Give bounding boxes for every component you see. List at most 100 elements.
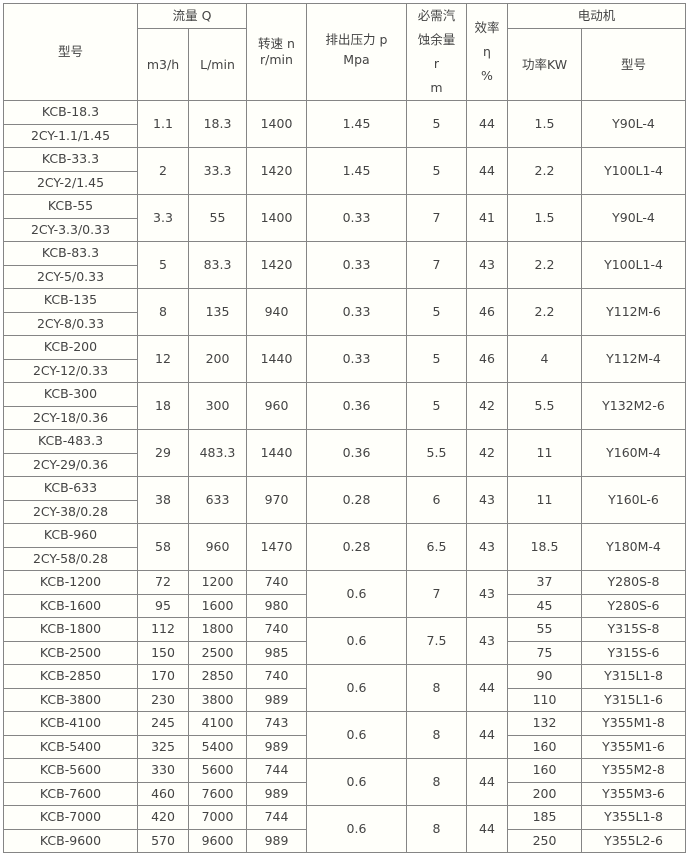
header-efficiency: 效率 η% (466, 3, 508, 101)
pressure-cell: 0.28 (306, 523, 407, 571)
efficiency-cell: 46 (466, 335, 508, 383)
motor-model-cell: Y355L1-8 (581, 805, 686, 830)
flow-m3h-cell: 150 (137, 640, 189, 665)
model-cell: KCB-1800 (3, 617, 138, 642)
table-row: 2CY-29/0.36 (3, 452, 686, 477)
table-row: 2CY-38/0.28 (3, 499, 686, 524)
flow-m3h-cell: 112 (137, 617, 189, 642)
flow-m3h-cell: 245 (137, 711, 189, 736)
flow-m3h-cell: 29 (137, 429, 189, 477)
motor-model-cell: Y315L1-6 (581, 687, 686, 712)
efficiency-cell: 44 (466, 711, 508, 759)
flow-lmin-cell: 7000 (188, 805, 247, 830)
speed-cell: 1440 (246, 429, 307, 477)
header-pressure: 排出压力 p Mpa (306, 3, 407, 101)
model-cell: KCB-18.3 (3, 100, 138, 125)
npsh-cell: 5 (406, 100, 467, 148)
flow-lmin-cell: 2500 (188, 640, 247, 665)
model-cell: KCB-200 (3, 335, 138, 360)
table-row: KCB-1200 72 1200 740 0.6 7 43 37 Y280S-8 (3, 570, 686, 618)
flow-lmin-cell: 135 (188, 288, 247, 336)
table-row: 2CY-5/0.33 (3, 264, 686, 289)
table-row: KCB-1800 112 1800 740 0.6 7.5 43 55 Y315S-8 (3, 617, 686, 665)
flow-m3h-cell: 170 (137, 664, 189, 689)
model-cell: KCB-7000 (3, 805, 138, 830)
motor-model-cell: Y112M-6 (581, 288, 686, 336)
model-cell: 2CY-3.3/0.33 (3, 217, 138, 242)
model-cell: 2CY-1.1/1.45 (3, 123, 138, 148)
table-row: 2CY-8/0.33 (3, 311, 686, 336)
motor-model-cell: Y315S-8 (581, 617, 686, 642)
table-row: KCB-633 38 633 970 0.28 6 43 11 Y160L-6 (3, 476, 686, 524)
flow-lmin-cell: 960 (188, 523, 247, 571)
pressure-cell: 0.6 (306, 805, 407, 853)
flow-lmin-cell: 7600 (188, 781, 247, 806)
efficiency-cell: 41 (466, 194, 508, 242)
pressure-cell: 1.45 (306, 147, 407, 195)
table-row: 2CY-12/0.33 (3, 358, 686, 383)
header-flow-lmin: L/min (188, 28, 247, 101)
npsh-cell: 7 (406, 570, 467, 618)
motor-power-cell: 18.5 (507, 523, 582, 571)
motor-power-cell: 75 (507, 640, 582, 665)
table-row: KCB-483.3 29 483.3 1440 0.36 5.5 42 11 Y160M-4 (3, 429, 686, 477)
efficiency-cell: 44 (466, 100, 508, 148)
motor-power-cell: 2.2 (507, 288, 582, 336)
motor-power-cell: 185 (507, 805, 582, 830)
model-cell: KCB-5600 (3, 758, 138, 783)
efficiency-cell: 46 (466, 288, 508, 336)
table-row: KCB-135 8 135 940 0.33 5 46 2.2 Y112M-6 (3, 288, 686, 336)
npsh-cell: 7 (406, 241, 467, 289)
motor-model-cell: Y160M-4 (581, 429, 686, 477)
speed-cell: 980 (246, 593, 307, 618)
motor-model-cell: Y100L1-4 (581, 147, 686, 195)
motor-model-cell: Y315L1-8 (581, 664, 686, 689)
speed-cell: 740 (246, 664, 307, 689)
flow-m3h-cell: 2 (137, 147, 189, 195)
motor-power-cell: 37 (507, 570, 582, 595)
model-cell: KCB-4100 (3, 711, 138, 736)
motor-model-cell: Y355M2-8 (581, 758, 686, 783)
motor-power-cell: 160 (507, 758, 582, 783)
model-cell: KCB-83.3 (3, 241, 138, 266)
speed-cell: 960 (246, 382, 307, 430)
pressure-cell: 0.36 (306, 429, 407, 477)
motor-power-cell: 90 (507, 664, 582, 689)
motor-power-cell: 132 (507, 711, 582, 736)
flow-m3h-cell: 3.3 (137, 194, 189, 242)
npsh-cell: 8 (406, 805, 467, 853)
motor-power-cell: 55 (507, 617, 582, 642)
table-row: KCB-4100 245 4100 743 0.6 8 44 132 Y355M1-8 (3, 711, 686, 759)
pressure-cell: 0.6 (306, 758, 407, 806)
speed-cell: 989 (246, 734, 307, 759)
flow-lmin-cell: 1800 (188, 617, 247, 642)
pump-spec-table: 型号 流量 Q 转速 n r/min 排出压力 p Mpa 必需汽 蚀余量 r m 效率 η… (3, 2, 686, 853)
flow-lmin-cell: 1600 (188, 593, 247, 618)
header-npsh: 必需汽 蚀余量 r m (406, 3, 467, 101)
model-cell: KCB-9600 (3, 828, 138, 853)
speed-cell: 740 (246, 570, 307, 595)
speed-cell: 1420 (246, 241, 307, 289)
speed-cell: 1440 (246, 335, 307, 383)
efficiency-cell: 44 (466, 147, 508, 195)
table-row: 2CY-2/1.45 (3, 170, 686, 195)
motor-power-cell: 5.5 (507, 382, 582, 430)
npsh-cell: 5 (406, 382, 467, 430)
pressure-cell: 0.6 (306, 617, 407, 665)
flow-m3h-cell: 1.1 (137, 100, 189, 148)
table-row: KCB-5400 325 5400 989 160 Y355M1-6 (3, 734, 686, 759)
model-cell: KCB-1200 (3, 570, 138, 595)
efficiency-cell: 44 (466, 758, 508, 806)
header-speed: 转速 n r/min (246, 3, 307, 101)
pressure-cell: 0.33 (306, 241, 407, 289)
flow-lmin-cell: 18.3 (188, 100, 247, 148)
motor-model-cell: Y355M1-6 (581, 734, 686, 759)
table-row: 2CY-58/0.28 (3, 546, 686, 571)
motor-model-cell: Y315S-6 (581, 640, 686, 665)
pressure-cell: 0.33 (306, 288, 407, 336)
motor-model-cell: Y180M-4 (581, 523, 686, 571)
pressure-cell: 0.33 (306, 194, 407, 242)
speed-cell: 989 (246, 781, 307, 806)
flow-m3h-cell: 58 (137, 523, 189, 571)
header-motor-model: 型号 (581, 28, 686, 101)
